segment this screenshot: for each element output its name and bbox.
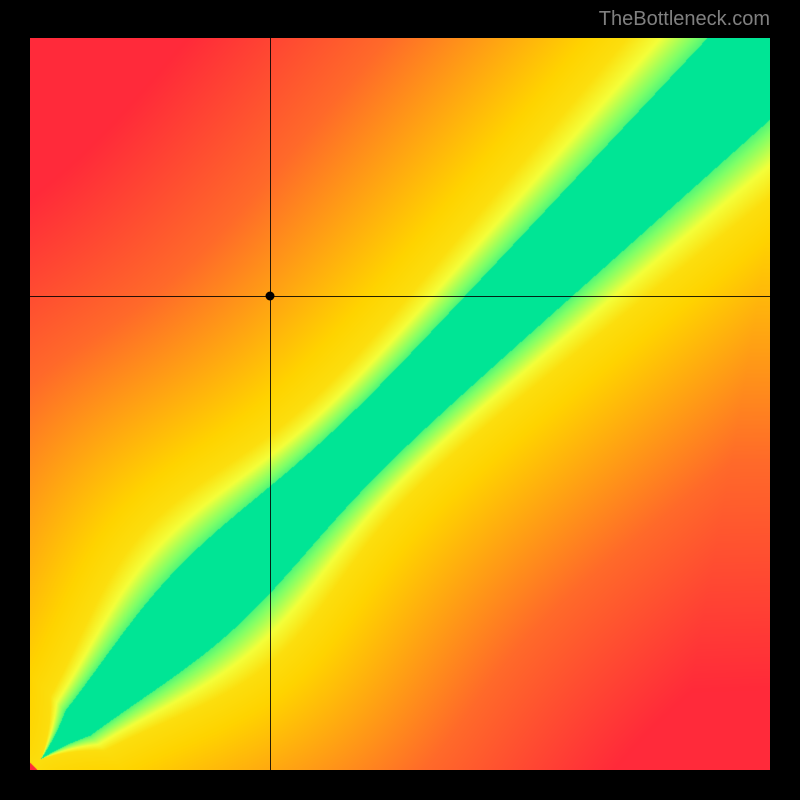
heatmap-canvas [30, 38, 770, 770]
marker-dot [265, 291, 274, 300]
plot-area [30, 38, 770, 770]
chart-container: TheBottleneck.com [0, 0, 800, 800]
crosshair-horizontal [30, 296, 770, 297]
crosshair-vertical [270, 38, 271, 770]
watermark-text: TheBottleneck.com [599, 8, 770, 31]
